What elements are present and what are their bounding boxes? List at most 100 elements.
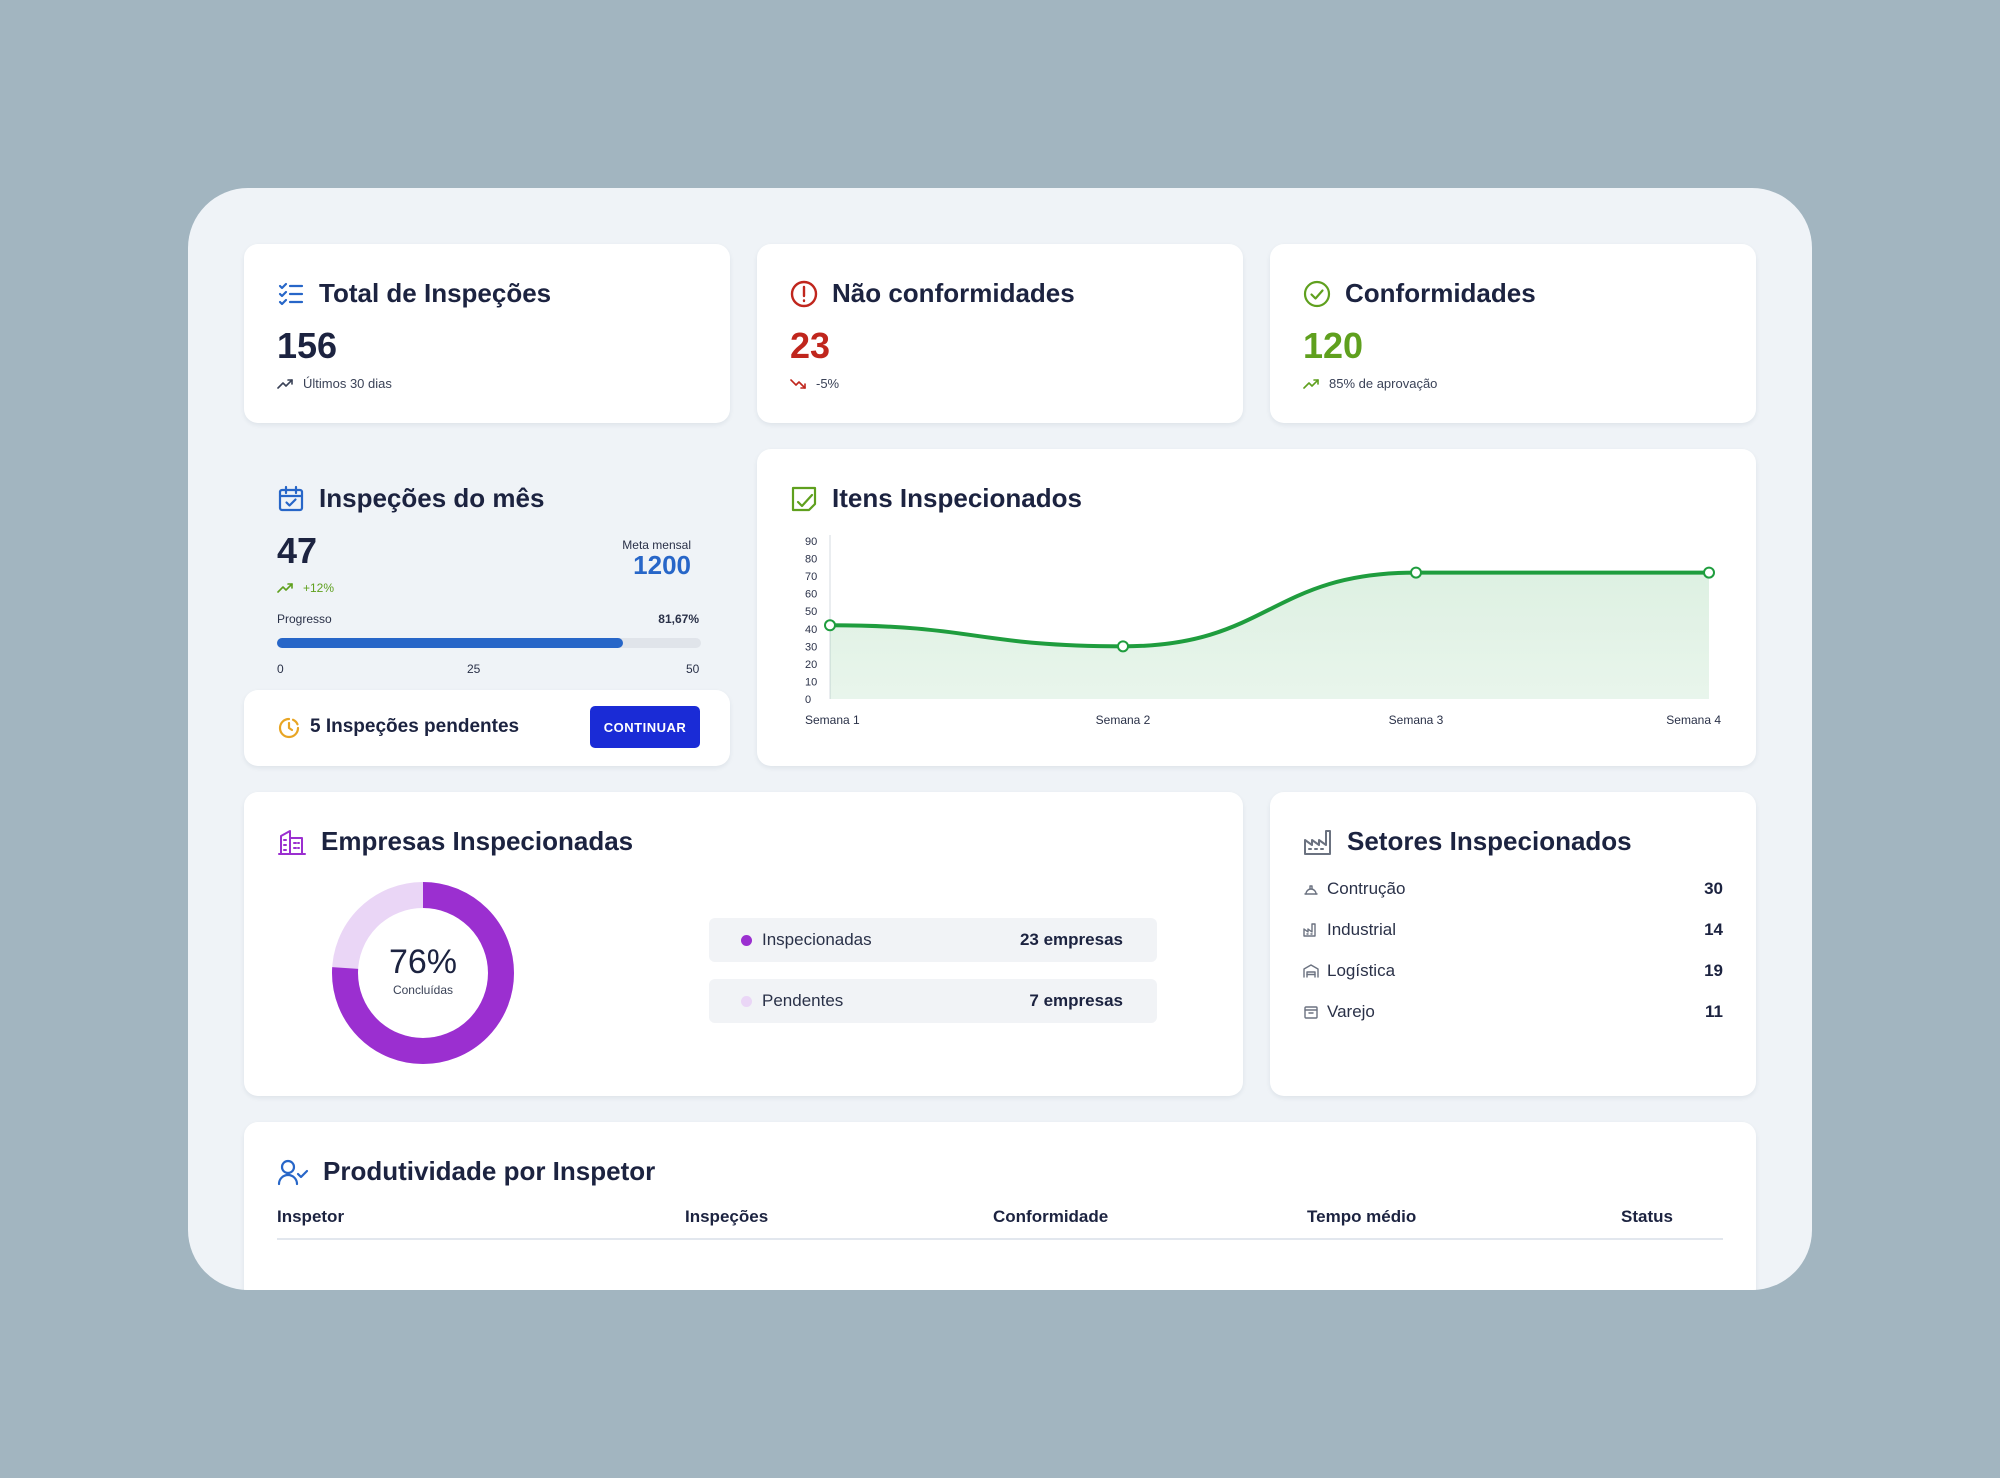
- series-line: [828, 570, 1711, 649]
- legend-dot: [741, 934, 752, 946]
- stat-value: 120: [1303, 325, 1364, 366]
- legend-label: Pendentes: [762, 991, 844, 1010]
- monthly-inspections-section: Inspeções do mês 47 +12% Meta mensal 120…: [244, 449, 730, 689]
- items-chart-card: Itens Inspecionados 0 10 20 30 40 50 60 70 80 90 S…: [757, 449, 1756, 766]
- sector-value: 14: [1704, 920, 1723, 939]
- factory-icon: [1303, 923, 1316, 937]
- monthly-trend: +12%: [303, 581, 335, 595]
- stat-trend: 85% de aprovação: [1329, 376, 1438, 391]
- warehouse-icon: [1303, 964, 1319, 978]
- y-tick-label: 60: [805, 589, 817, 601]
- clipboard-check-icon: [791, 486, 817, 511]
- pending-text: 5 Inspeções pendentes: [310, 716, 520, 737]
- stat-trend: Últimos 30 dias: [303, 376, 392, 391]
- progress-label: Progresso: [277, 612, 332, 626]
- continue-button[interactable]: CONTINUAR: [590, 706, 700, 748]
- alert-circle-icon: [790, 280, 818, 307]
- goal-value: 1200: [633, 550, 691, 580]
- data-point[interactable]: [1117, 640, 1129, 653]
- pending-card: 5 Inspeções pendentes CONTINUAR: [244, 690, 730, 766]
- trending-up-icon: [277, 378, 293, 389]
- data-point[interactable]: [824, 619, 836, 632]
- data-point[interactable]: [1410, 566, 1422, 579]
- x-tick-label: Semana 1: [805, 713, 860, 727]
- stat-card-total: Total de Inspeções 156 Últimos 30 dias: [244, 244, 730, 423]
- table-header-divider: [277, 1238, 1723, 1240]
- companies-donut-chart: [332, 882, 514, 1064]
- donut-completed-arc: [332, 882, 514, 1064]
- progress-value: 81,67%: [658, 612, 699, 626]
- scale-label: 25: [467, 662, 481, 676]
- y-tick-label: 80: [805, 554, 817, 566]
- sector-label: Industrial: [1327, 920, 1396, 939]
- sector-row-retail: Varejo 11: [1303, 1002, 1723, 1022]
- check-circle-icon: [1303, 280, 1331, 307]
- chart-title: Itens Inspecionados: [832, 483, 1082, 513]
- productivity-title: Produtividade por Inspetor: [323, 1156, 656, 1186]
- sector-value: 30: [1704, 879, 1723, 898]
- y-tick-label: 90: [805, 536, 817, 548]
- stat-trend: -5%: [816, 376, 840, 391]
- column-header-inspector[interactable]: Inspetor: [277, 1207, 345, 1226]
- progress-bar: [277, 638, 701, 648]
- trending-up-icon: [277, 583, 293, 593]
- trending-up-icon: [1303, 378, 1319, 389]
- sector-value: 11: [1705, 1002, 1723, 1021]
- sector-label: Logística: [1327, 961, 1396, 980]
- y-tick-label: 0: [805, 694, 811, 706]
- goal-label: Meta mensal: [622, 538, 691, 552]
- factory-icon: [1304, 829, 1331, 855]
- column-header-conformity[interactable]: Conformidade: [993, 1207, 1109, 1226]
- monthly-value: 47: [277, 530, 318, 571]
- companies-card: Empresas Inspecionadas 76% Concluídas In…: [244, 792, 1243, 1096]
- sector-row-industrial: Industrial 14: [1303, 920, 1723, 940]
- y-tick-label: 10: [805, 676, 817, 688]
- checklist-icon: [278, 282, 304, 305]
- stat-card-non-conformities: Não conformidades 23 -5%: [757, 244, 1243, 423]
- donut-label: Concluídas: [392, 983, 454, 997]
- y-tick-label: 70: [805, 571, 817, 583]
- legend-pending: Pendentes 7 empresas: [709, 979, 1157, 1023]
- building-icon: [278, 829, 306, 855]
- trending-down-icon: [790, 378, 806, 389]
- progress-bar-fill: [277, 638, 624, 648]
- user-check-icon: [277, 1159, 309, 1185]
- area-fill: [830, 572, 1709, 699]
- sector-label: Varejo: [1327, 1002, 1375, 1021]
- stat-title: Não conformidades: [832, 278, 1075, 308]
- companies-title: Empresas Inspecionadas: [321, 826, 634, 856]
- x-tick-label: Semana 4: [1666, 713, 1721, 727]
- y-tick-label: 40: [805, 624, 817, 636]
- sectors-title: Setores Inspecionados: [1347, 826, 1632, 856]
- scale-label: 0: [277, 662, 284, 676]
- sectors-card: Setores Inspecionados Contrução 30 Indus…: [1270, 792, 1756, 1096]
- x-tick-label: Semana 3: [1389, 713, 1444, 727]
- column-header-status[interactable]: Status: [1621, 1207, 1673, 1226]
- legend-value: 23 empresas: [1019, 930, 1123, 949]
- stat-value: 156: [277, 325, 338, 366]
- items-area-chart: 0 10 20 30 40 50 60 70 80 90 Semana 1 Semana 2 Seman…: [805, 535, 1721, 727]
- stat-card-conformities: Conformidades 120 85% de aprovação: [1270, 244, 1756, 423]
- legend-value: 7 empresas: [1029, 991, 1123, 1010]
- stat-title: Conformidades: [1345, 278, 1536, 308]
- sector-row-logistics: Logística 19: [1303, 961, 1723, 981]
- dashboard-panel: Total de Inspeções 156 Últimos 30 dias N…: [188, 188, 1812, 1290]
- productivity-card: Produtividade por Inspetor Inspetor Insp…: [244, 1122, 1756, 1290]
- data-point[interactable]: [1703, 566, 1715, 579]
- column-header-average-time[interactable]: Tempo médio: [1307, 1207, 1417, 1226]
- y-tick-label: 50: [805, 606, 817, 618]
- y-tick-label: 20: [805, 659, 817, 671]
- sector-value: 19: [1704, 961, 1723, 980]
- clock-icon: [278, 717, 300, 739]
- calendar-check-icon: [278, 485, 304, 511]
- x-tick-label: Semana 2: [1096, 713, 1151, 727]
- monthly-title: Inspeções do mês: [319, 483, 545, 513]
- legend-inspected: Inspecionadas 23 empresas: [709, 918, 1157, 962]
- donut-value: 76%: [388, 943, 458, 981]
- sector-row-construction: Contrução 30: [1303, 879, 1723, 899]
- column-header-inspections[interactable]: Inspeções: [685, 1207, 769, 1226]
- sector-label: Contrução: [1327, 879, 1406, 898]
- legend-dot: [741, 995, 752, 1007]
- stat-title: Total de Inspeções: [319, 278, 552, 308]
- scale-label: 50: [686, 662, 700, 676]
